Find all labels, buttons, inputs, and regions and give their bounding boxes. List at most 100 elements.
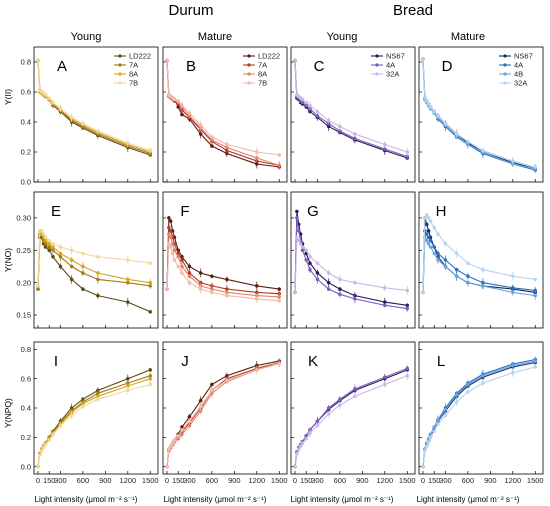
data-point-b-7b [165, 58, 169, 63]
panel-letter-c: C [314, 58, 325, 75]
data-point-e-7a [81, 271, 85, 275]
data-point-e-8a [126, 277, 130, 282]
data-point-h-4a [432, 245, 437, 249]
data-point-k-4a [315, 419, 320, 424]
data-point-h-4a [436, 251, 440, 256]
data-point-h-32a [481, 267, 485, 272]
legend-label-a-7b: 7B [129, 79, 138, 88]
x-tick-label: 900 [228, 476, 241, 485]
data-point-f-8a [210, 287, 214, 291]
legend-marker-b [247, 63, 251, 67]
data-point-e-7a [36, 287, 40, 291]
data-point-e-7b [41, 232, 46, 236]
data-point-k-4a [383, 375, 387, 380]
data-point-l-32a [436, 422, 440, 426]
data-point-e-8a [47, 242, 52, 246]
data-point-b-ld222 [180, 112, 184, 117]
x-axis-label-c: Light intensity (μmol m⁻² s⁻¹) [291, 495, 394, 504]
data-point-l-4b [481, 373, 485, 378]
data-point-g-32a [308, 254, 312, 259]
x-tick-label: 900 [356, 476, 369, 485]
y-tick-label: 0.25 [16, 246, 31, 255]
data-point-l-4b [436, 417, 440, 422]
data-point-j-7b [187, 419, 192, 424]
data-point-e-8a [51, 245, 55, 249]
panel-h: H [418, 191, 544, 329]
data-point-h-4b [424, 238, 429, 243]
legend-marker-a [118, 72, 122, 76]
y-tick-label: 0.0 [21, 462, 31, 471]
data-point-f-7b [180, 271, 184, 275]
legend-marker-a [118, 54, 122, 58]
data-point-e-ld222 [126, 300, 130, 304]
data-point-k-32a [338, 403, 342, 407]
panel-letter-i: I [54, 353, 58, 370]
data-point-k-32a [405, 373, 410, 378]
data-point-e-7b [126, 258, 130, 262]
data-point-d-32a [426, 102, 431, 106]
data-point-e-8a [81, 264, 85, 269]
series-line-g-4a [294, 217, 408, 310]
series-line-k-4a [294, 367, 408, 467]
data-point-a-7b [58, 106, 63, 111]
data-point-l-32a [426, 439, 431, 444]
panel-letter-j: J [181, 353, 189, 370]
data-point-j-7b [168, 444, 173, 448]
data-point-g-ns67 [383, 300, 387, 304]
data-point-e-7b [96, 254, 100, 259]
data-point-l-4b [432, 425, 437, 429]
data-point-e-8a [148, 280, 153, 285]
data-point-g-4a [405, 306, 410, 311]
data-point-l-32a [443, 413, 448, 418]
data-point-g-4a [315, 277, 320, 282]
data-point-j-7b [167, 447, 171, 451]
data-point-e-7a [69, 264, 74, 269]
legend-label-c-ns67: NS67 [386, 52, 405, 61]
data-point-e-7b [43, 235, 48, 240]
data-point-l-4b [443, 407, 448, 412]
data-point-k-32a [296, 447, 301, 451]
data-point-k-32a [383, 382, 387, 387]
series-line-h-4b [422, 235, 536, 297]
x-tick-label: 0 [36, 476, 40, 485]
data-point-j-7b [165, 464, 169, 469]
y-tick-label: 0.6 [21, 88, 31, 97]
legend-marker-a [118, 81, 122, 85]
data-point-g-32a [383, 286, 387, 290]
legend-marker-d [503, 72, 507, 76]
data-point-i-7b [47, 438, 52, 443]
data-point-a-7b [148, 148, 153, 153]
data-point-c-4a [300, 100, 305, 105]
data-point-g-ns67 [295, 209, 299, 214]
data-point-l-32a [423, 448, 427, 453]
data-point-i-7b [38, 453, 42, 457]
data-point-a-7b [36, 58, 40, 63]
data-point-d-32a [424, 99, 429, 103]
data-point-d-32a [454, 132, 459, 136]
data-point-g-4a [296, 229, 301, 233]
data-point-f-7a [225, 287, 229, 291]
data-point-f-7b [277, 298, 282, 303]
data-point-b-ld222 [198, 132, 203, 136]
data-point-g-32a [293, 290, 297, 295]
legend-marker-d [503, 54, 507, 58]
x-tick-label: 600 [334, 476, 347, 485]
data-point-b-7b [277, 153, 282, 157]
legend-label-b-ld222: LD222 [258, 52, 280, 61]
data-point-b-ld222 [210, 144, 214, 148]
y-tick-label: 0.8 [21, 345, 31, 354]
panel-f: F [162, 191, 288, 329]
series-line-i-8a [37, 378, 151, 467]
data-point-k-32a [304, 436, 309, 441]
data-point-f-7b [255, 297, 259, 301]
data-point-i-7b [43, 442, 48, 447]
data-point-b-7b [225, 142, 229, 147]
data-point-f-ld222 [210, 274, 214, 278]
legend-marker-c [375, 63, 379, 67]
legend-marker-a [118, 63, 122, 67]
legend-marker-b [247, 54, 251, 58]
data-point-g-32a [298, 242, 303, 246]
x-tick-label: 0 [421, 476, 425, 485]
